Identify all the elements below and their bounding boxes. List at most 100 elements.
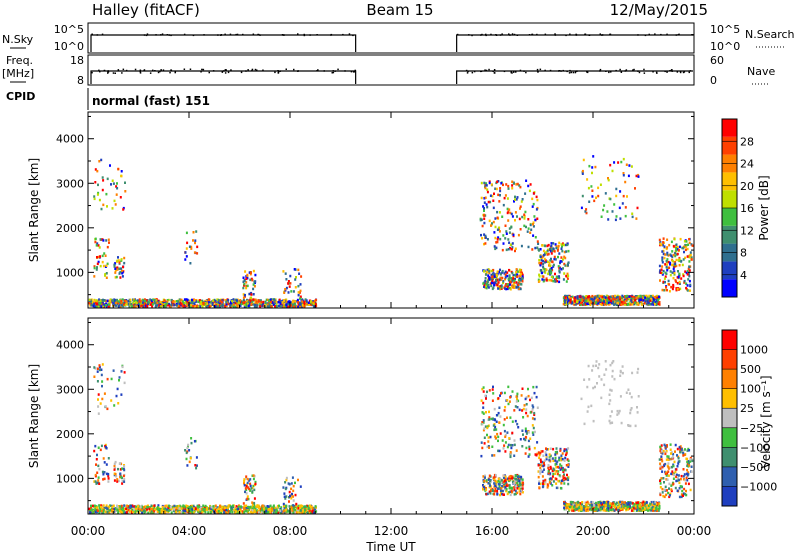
range-gate-cell (245, 303, 248, 306)
range-gate-cell (192, 304, 195, 308)
range-gate-cell (506, 207, 509, 211)
param-dot (217, 34, 219, 36)
range-gate-cell (673, 270, 676, 273)
range-gate-cell (488, 389, 491, 392)
range-gate-cell (265, 298, 268, 302)
range-gate-cell (118, 299, 121, 302)
range-gate-cell (98, 504, 101, 507)
range-gate-cell (99, 509, 102, 513)
range-gate-cell (140, 508, 143, 512)
range-gate-cell (533, 417, 536, 421)
range-gate-cell (514, 405, 517, 408)
param-dot (227, 71, 230, 74)
range-gate-cell (563, 459, 566, 462)
range-gate-cell (554, 453, 557, 456)
range-gate-cell (110, 183, 112, 186)
range-gate-cell (244, 490, 246, 494)
range-gate-cell (485, 285, 488, 288)
colorbar-segment (722, 136, 737, 155)
range-gate-cell (248, 487, 251, 491)
range-gate-cell (100, 305, 103, 308)
range-gate-cell (495, 241, 498, 244)
range-gate-cell (556, 486, 559, 490)
range-gate-cell (578, 509, 581, 512)
range-gate-cell (483, 197, 486, 200)
range-gate-cell (126, 504, 129, 508)
range-gate-cell (311, 301, 314, 305)
freq-unit: [MHz] (2, 67, 34, 80)
range-gate-cell (495, 414, 498, 417)
range-gate-cell (131, 304, 133, 308)
range-gate-cell (173, 508, 176, 511)
param-dot (485, 69, 488, 72)
range-gate-cell (111, 299, 114, 302)
range-gate-cell (490, 417, 493, 421)
param-dot (676, 71, 679, 73)
range-gate-cell (285, 506, 288, 509)
range-gate-cell (261, 510, 263, 513)
range-gate-cell (610, 298, 613, 301)
y-tick-label: 2000 (56, 222, 84, 235)
range-gate-cell (499, 432, 502, 435)
range-gate-cell (521, 280, 524, 283)
range-gate-cell (556, 472, 559, 476)
colorbar-segment (722, 279, 737, 297)
range-gate-cell (587, 299, 590, 302)
range-gate-cell (122, 511, 125, 515)
range-gate-cell (492, 286, 495, 289)
range-gate-cell (185, 457, 188, 461)
range-gate-cell (118, 267, 120, 270)
range-gate-cell (113, 263, 116, 267)
range-gate-cell (113, 464, 116, 468)
range-gate-cell (259, 510, 262, 513)
range-gate-cell (679, 287, 682, 291)
range-gate-cell (497, 236, 500, 239)
range-gate-cell (504, 479, 506, 483)
range-gate-cell (603, 295, 606, 299)
range-gate-cell (253, 506, 256, 509)
range-gate-cell (506, 197, 509, 200)
range-gate-cell (210, 304, 212, 307)
param-dot (569, 69, 571, 72)
range-gate-cell (516, 422, 519, 426)
param-dot (652, 71, 654, 73)
range-gate-cell (496, 228, 499, 231)
range-gate-cell (111, 207, 114, 210)
range-gate-cell (292, 495, 294, 498)
range-gate-cell (493, 281, 495, 285)
range-gate-cell (191, 510, 194, 514)
range-gate-cell (665, 265, 668, 269)
param-dot (511, 72, 513, 74)
range-gate-cell (275, 305, 278, 308)
range-gate-cell (630, 299, 633, 302)
range-gate-cell (178, 302, 181, 306)
range-gate-cell (197, 510, 200, 513)
range-gate-cell (591, 171, 593, 175)
range-gate-cell (557, 470, 560, 473)
power-heatmap (88, 155, 694, 309)
range-gate-cell (666, 258, 669, 261)
range-gate-cell (537, 464, 540, 467)
range-gate-cell (531, 205, 534, 208)
range-gate-cell (588, 507, 591, 511)
range-gate-cell (540, 460, 542, 464)
range-gate-cell (587, 297, 590, 301)
range-gate-cell (273, 509, 276, 512)
range-gate-cell (501, 439, 504, 442)
range-gate-cell (637, 173, 640, 177)
range-gate-cell (620, 160, 623, 164)
range-gate-cell (291, 476, 294, 479)
range-gate-cell (582, 299, 585, 302)
range-gate-cell (295, 502, 298, 506)
range-gate-cell (254, 273, 257, 277)
range-gate-cell (493, 275, 496, 278)
range-gate-cell (622, 295, 625, 299)
range-gate-cell (604, 296, 607, 299)
range-gate-cell (532, 223, 534, 226)
range-gate-cell (154, 508, 157, 511)
range-gate-cell (678, 282, 681, 285)
range-gate-cell (292, 489, 295, 493)
range-gate-cell (558, 275, 560, 278)
range-gate-cell (289, 494, 291, 498)
